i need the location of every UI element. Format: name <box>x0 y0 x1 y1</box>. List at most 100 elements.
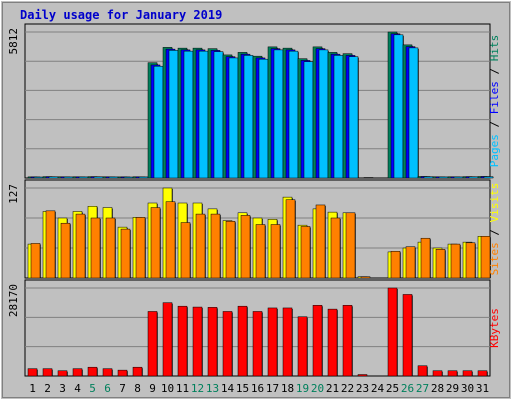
bar-pages-day-28 <box>438 176 449 179</box>
bar-sites-day-31 <box>480 236 491 279</box>
bar-kbytes-day-13 <box>207 307 218 377</box>
bar-kbytes-day-29 <box>447 370 458 377</box>
x-tick-label: 26 <box>401 382 414 395</box>
legend-separator: / <box>488 222 501 242</box>
legend-bottom: KBytes <box>488 308 501 348</box>
x-tick-label: 22 <box>341 382 354 395</box>
bar-sites-day-1 <box>30 243 41 279</box>
x-tick-label: 24 <box>371 382 385 395</box>
bar-kbytes-day-9 <box>147 311 158 377</box>
bar-kbytes-day-19 <box>297 316 308 377</box>
x-tick-label: 8 <box>134 382 141 395</box>
y-max-label: 127 <box>7 184 20 204</box>
bar-pages-day-12 <box>198 50 209 179</box>
bar-kbytes-day-15 <box>237 305 248 377</box>
bar-pages-day-1 <box>33 176 44 179</box>
x-tick-label: 18 <box>281 382 294 395</box>
bar-kbytes-day-2 <box>42 368 53 377</box>
bar-sites-day-15 <box>240 215 251 279</box>
bar-kbytes-day-5 <box>87 366 98 377</box>
bar-kbytes-day-21 <box>327 308 338 377</box>
bar-sites-day-12 <box>195 213 206 279</box>
x-tick-label: 17 <box>266 382 279 395</box>
legend-item-kbytes: KBytes <box>488 308 501 348</box>
page-title: Daily usage for January 2019 <box>20 8 223 22</box>
legend-item-visits: Visits <box>488 183 501 223</box>
bar-pages-day-7 <box>123 176 134 179</box>
bar-sites-day-28 <box>435 249 446 279</box>
bar-pages-day-31 <box>483 176 494 179</box>
bar-kbytes-day-10 <box>162 302 173 377</box>
bar-pages-day-4 <box>78 176 89 179</box>
bar-sites-day-2 <box>45 210 56 279</box>
x-tick-label: 1 <box>29 382 36 395</box>
bar-sites-day-7 <box>120 228 131 279</box>
bar-pages-day-5 <box>93 176 104 179</box>
x-tick-label: 20 <box>311 382 324 395</box>
x-tick-label: 23 <box>356 382 369 395</box>
x-tick-label: 11 <box>176 382 189 395</box>
bar-kbytes-day-26 <box>402 294 413 377</box>
bar-kbytes-day-1 <box>27 368 38 377</box>
bar-sites-day-19 <box>300 226 311 279</box>
bar-sites-day-27 <box>420 237 431 279</box>
x-tick-label: 15 <box>236 382 249 395</box>
x-tick-label: 12 <box>191 382 204 395</box>
legend-middle: Sites / Visits <box>488 183 501 276</box>
bar-kbytes-day-3 <box>57 370 68 377</box>
legend-top: Pages / Files / Hits <box>488 35 501 168</box>
bar-sites-day-6 <box>105 217 116 279</box>
x-tick-label: 2 <box>44 382 51 395</box>
bar-pages-day-25 <box>393 34 404 179</box>
bar-kbytes-day-16 <box>252 311 263 377</box>
bar-sites-day-8 <box>135 217 146 279</box>
bar-kbytes-day-11 <box>177 305 188 377</box>
x-tick-label: 5 <box>89 382 96 395</box>
x-tick-label: 10 <box>161 382 174 395</box>
bar-kbytes-day-22 <box>342 305 353 377</box>
bar-pages-day-10 <box>168 50 179 179</box>
bar-pages-day-3 <box>63 176 74 179</box>
y-max-label: 28170 <box>7 284 20 317</box>
bar-sites-day-20 <box>315 204 326 279</box>
x-tick-label: 3 <box>59 382 66 395</box>
bar-kbytes-day-4 <box>72 368 83 377</box>
bar-pages-day-16 <box>258 58 269 179</box>
bar-pages-day-2 <box>48 176 59 179</box>
bar-kbytes-day-8 <box>132 366 143 377</box>
bar-pages-day-9 <box>153 65 164 179</box>
x-tick-label: 16 <box>251 382 264 395</box>
bar-kbytes-day-27 <box>417 365 428 377</box>
bar-kbytes-day-7 <box>117 369 128 377</box>
bar-kbytes-day-6 <box>102 368 113 377</box>
bar-pages-day-27 <box>423 176 434 179</box>
bar-sites-day-5 <box>90 217 101 279</box>
x-tick-label: 6 <box>104 382 111 395</box>
bar-pages-day-22 <box>348 56 359 179</box>
x-tick-label: 25 <box>386 382 399 395</box>
bar-pages-day-29 <box>453 176 464 179</box>
bar-sites-day-10 <box>165 201 176 279</box>
bar-sites-day-25 <box>390 251 401 279</box>
bar-sites-day-11 <box>180 222 191 279</box>
bar-kbytes-day-23 <box>357 374 368 377</box>
bar-sites-day-29 <box>450 243 461 279</box>
bar-sites-day-22 <box>345 212 356 279</box>
x-tick-label: 29 <box>446 382 459 395</box>
bar-kbytes-day-31 <box>477 370 488 377</box>
legend-separator: / <box>488 114 501 134</box>
legend-item-pages: Pages <box>488 134 501 167</box>
x-tick-label: 14 <box>221 382 235 395</box>
bar-kbytes-day-25 <box>387 287 398 377</box>
legend-separator: / <box>488 61 501 81</box>
bar-sites-day-23 <box>360 276 371 279</box>
bar-sites-day-30 <box>465 242 476 279</box>
bar-pages-day-6 <box>108 176 119 179</box>
bar-kbytes-day-18 <box>282 307 293 377</box>
bar-sites-day-13 <box>210 213 221 279</box>
bar-sites-day-17 <box>270 224 281 279</box>
bar-kbytes-day-30 <box>462 370 473 377</box>
